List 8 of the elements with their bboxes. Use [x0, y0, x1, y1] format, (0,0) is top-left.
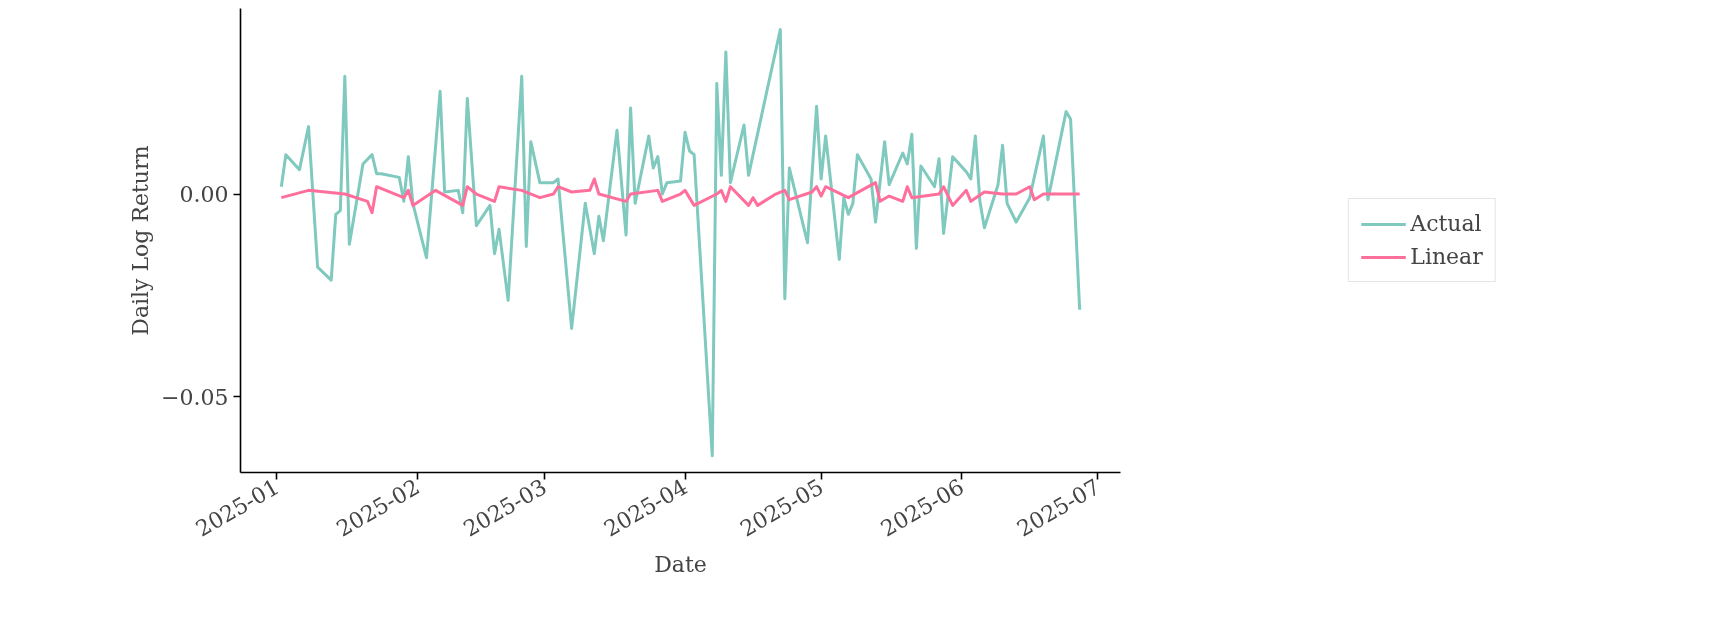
legend-label: Linear — [1410, 244, 1483, 269]
y-tick-label: −0.05 — [161, 384, 229, 410]
x-axis-title: Date — [654, 552, 707, 578]
line-series — [279, 177, 1082, 215]
y-tick-label: 0.00 — [179, 182, 229, 208]
line-series — [279, 28, 1082, 458]
y-axis-title: Daily Log Return — [128, 145, 154, 336]
legend-label: Actual — [1410, 211, 1482, 236]
